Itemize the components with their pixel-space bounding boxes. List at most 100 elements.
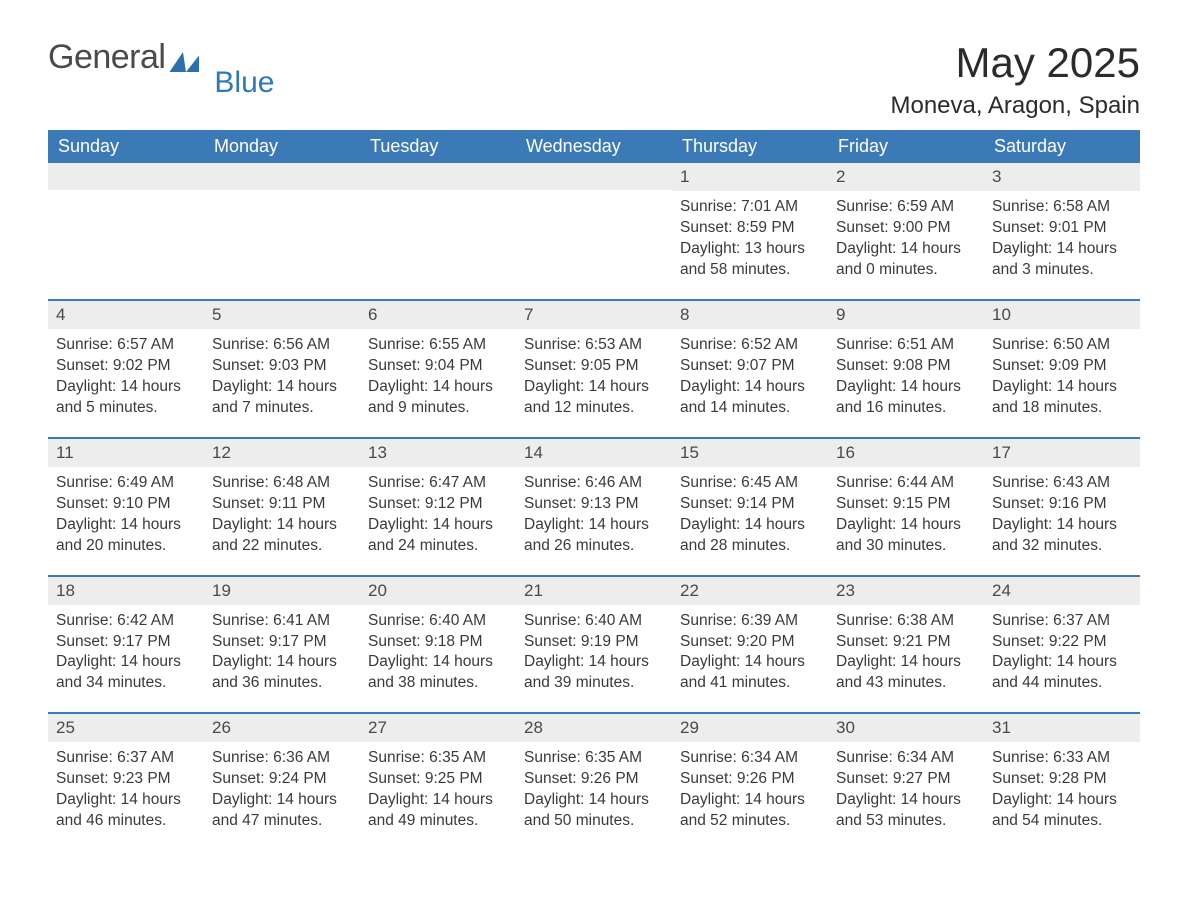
sunrise-line: Sunrise: 6:56 AM [212, 335, 352, 356]
sunrise-line: Sunrise: 6:36 AM [212, 748, 352, 769]
sunset-line: Sunset: 9:24 PM [212, 769, 352, 790]
month-title: May 2025 [890, 40, 1140, 86]
sunset-line: Sunset: 9:16 PM [992, 494, 1132, 515]
day-number-bar [360, 163, 516, 190]
day-number-bar: 24 [984, 577, 1140, 605]
day-number-bar: 20 [360, 577, 516, 605]
day-details: Sunrise: 6:50 AMSunset: 9:09 PMDaylight:… [984, 329, 1140, 419]
calendar-day-cell [516, 163, 672, 299]
day-details: Sunrise: 6:38 AMSunset: 9:21 PMDaylight:… [828, 605, 984, 695]
sunrise-line: Sunrise: 6:51 AM [836, 335, 976, 356]
day-details: Sunrise: 6:46 AMSunset: 9:13 PMDaylight:… [516, 467, 672, 557]
daylight-line: Daylight: 14 hours and 16 minutes. [836, 377, 976, 419]
day-details: Sunrise: 6:34 AMSunset: 9:26 PMDaylight:… [672, 742, 828, 832]
sunset-line: Sunset: 9:12 PM [368, 494, 508, 515]
day-details: Sunrise: 6:57 AMSunset: 9:02 PMDaylight:… [48, 329, 204, 419]
calendar-week-row: 11Sunrise: 6:49 AMSunset: 9:10 PMDayligh… [48, 437, 1140, 575]
day-number-bar: 2 [828, 163, 984, 191]
sunrise-line: Sunrise: 6:37 AM [56, 748, 196, 769]
day-details: Sunrise: 7:01 AMSunset: 8:59 PMDaylight:… [672, 191, 828, 281]
weekday-header-cell: Saturday [984, 130, 1140, 163]
sunrise-line: Sunrise: 7:01 AM [680, 197, 820, 218]
sunrise-line: Sunrise: 6:52 AM [680, 335, 820, 356]
day-number-bar: 19 [204, 577, 360, 605]
daylight-line: Daylight: 14 hours and 28 minutes. [680, 515, 820, 557]
calendar-day-cell: 9Sunrise: 6:51 AMSunset: 9:08 PMDaylight… [828, 301, 984, 437]
sunrise-line: Sunrise: 6:47 AM [368, 473, 508, 494]
weekday-header-cell: Sunday [48, 130, 204, 163]
daylight-line: Daylight: 14 hours and 34 minutes. [56, 652, 196, 694]
daylight-line: Daylight: 14 hours and 50 minutes. [524, 790, 664, 832]
sunset-line: Sunset: 9:23 PM [56, 769, 196, 790]
sunrise-line: Sunrise: 6:55 AM [368, 335, 508, 356]
sunrise-line: Sunrise: 6:57 AM [56, 335, 196, 356]
calendar-day-cell: 4Sunrise: 6:57 AMSunset: 9:02 PMDaylight… [48, 301, 204, 437]
calendar-day-cell: 8Sunrise: 6:52 AMSunset: 9:07 PMDaylight… [672, 301, 828, 437]
calendar-day-cell [204, 163, 360, 299]
sunrise-line: Sunrise: 6:49 AM [56, 473, 196, 494]
day-number-bar: 27 [360, 714, 516, 742]
daylight-line: Daylight: 14 hours and 38 minutes. [368, 652, 508, 694]
weekday-header-cell: Tuesday [360, 130, 516, 163]
daylight-line: Daylight: 14 hours and 32 minutes. [992, 515, 1132, 557]
calendar-day-cell: 14Sunrise: 6:46 AMSunset: 9:13 PMDayligh… [516, 439, 672, 575]
day-number-bar: 29 [672, 714, 828, 742]
day-number-bar: 31 [984, 714, 1140, 742]
sunset-line: Sunset: 9:05 PM [524, 356, 664, 377]
daylight-line: Daylight: 14 hours and 24 minutes. [368, 515, 508, 557]
calendar: SundayMondayTuesdayWednesdayThursdayFrid… [48, 130, 1140, 850]
day-details: Sunrise: 6:34 AMSunset: 9:27 PMDaylight:… [828, 742, 984, 832]
calendar-day-cell: 26Sunrise: 6:36 AMSunset: 9:24 PMDayligh… [204, 714, 360, 850]
day-details: Sunrise: 6:45 AMSunset: 9:14 PMDaylight:… [672, 467, 828, 557]
day-details: Sunrise: 6:40 AMSunset: 9:18 PMDaylight:… [360, 605, 516, 695]
daylight-line: Daylight: 14 hours and 12 minutes. [524, 377, 664, 419]
sunrise-line: Sunrise: 6:37 AM [992, 611, 1132, 632]
sunset-line: Sunset: 9:09 PM [992, 356, 1132, 377]
title-block: May 2025 Moneva, Aragon, Spain [890, 40, 1140, 120]
day-number-bar: 14 [516, 439, 672, 467]
daylight-line: Daylight: 14 hours and 5 minutes. [56, 377, 196, 419]
sunset-line: Sunset: 9:07 PM [680, 356, 820, 377]
weekday-header-cell: Thursday [672, 130, 828, 163]
daylight-line: Daylight: 14 hours and 44 minutes. [992, 652, 1132, 694]
calendar-body: 1Sunrise: 7:01 AMSunset: 8:59 PMDaylight… [48, 163, 1140, 850]
daylight-line: Daylight: 13 hours and 58 minutes. [680, 239, 820, 281]
sunrise-line: Sunrise: 6:43 AM [992, 473, 1132, 494]
day-number-bar: 26 [204, 714, 360, 742]
sunset-line: Sunset: 9:17 PM [56, 632, 196, 653]
day-details: Sunrise: 6:48 AMSunset: 9:11 PMDaylight:… [204, 467, 360, 557]
day-number-bar [516, 163, 672, 190]
daylight-line: Daylight: 14 hours and 18 minutes. [992, 377, 1132, 419]
daylight-line: Daylight: 14 hours and 36 minutes. [212, 652, 352, 694]
calendar-day-cell: 13Sunrise: 6:47 AMSunset: 9:12 PMDayligh… [360, 439, 516, 575]
daylight-line: Daylight: 14 hours and 14 minutes. [680, 377, 820, 419]
daylight-line: Daylight: 14 hours and 22 minutes. [212, 515, 352, 557]
day-number-bar: 30 [828, 714, 984, 742]
day-number-bar: 28 [516, 714, 672, 742]
calendar-header-row: SundayMondayTuesdayWednesdayThursdayFrid… [48, 130, 1140, 163]
sunset-line: Sunset: 9:15 PM [836, 494, 976, 515]
calendar-day-cell: 17Sunrise: 6:43 AMSunset: 9:16 PMDayligh… [984, 439, 1140, 575]
day-number-bar: 5 [204, 301, 360, 329]
calendar-day-cell: 6Sunrise: 6:55 AMSunset: 9:04 PMDaylight… [360, 301, 516, 437]
calendar-day-cell: 23Sunrise: 6:38 AMSunset: 9:21 PMDayligh… [828, 577, 984, 713]
day-details: Sunrise: 6:51 AMSunset: 9:08 PMDaylight:… [828, 329, 984, 419]
calendar-day-cell: 19Sunrise: 6:41 AMSunset: 9:17 PMDayligh… [204, 577, 360, 713]
daylight-line: Daylight: 14 hours and 30 minutes. [836, 515, 976, 557]
sunset-line: Sunset: 9:14 PM [680, 494, 820, 515]
sunset-line: Sunset: 9:26 PM [680, 769, 820, 790]
brand-logo: General Blue [48, 40, 199, 104]
day-details: Sunrise: 6:33 AMSunset: 9:28 PMDaylight:… [984, 742, 1140, 832]
day-details: Sunrise: 6:42 AMSunset: 9:17 PMDaylight:… [48, 605, 204, 695]
sunset-line: Sunset: 9:26 PM [524, 769, 664, 790]
page: General Blue May 2025 Moneva, Aragon, Sp… [0, 0, 1188, 880]
calendar-day-cell: 3Sunrise: 6:58 AMSunset: 9:01 PMDaylight… [984, 163, 1140, 299]
calendar-day-cell: 27Sunrise: 6:35 AMSunset: 9:25 PMDayligh… [360, 714, 516, 850]
calendar-day-cell: 12Sunrise: 6:48 AMSunset: 9:11 PMDayligh… [204, 439, 360, 575]
sunrise-line: Sunrise: 6:50 AM [992, 335, 1132, 356]
sunrise-line: Sunrise: 6:35 AM [368, 748, 508, 769]
sunset-line: Sunset: 9:03 PM [212, 356, 352, 377]
day-number-bar: 15 [672, 439, 828, 467]
calendar-week-row: 18Sunrise: 6:42 AMSunset: 9:17 PMDayligh… [48, 575, 1140, 713]
day-number-bar: 25 [48, 714, 204, 742]
